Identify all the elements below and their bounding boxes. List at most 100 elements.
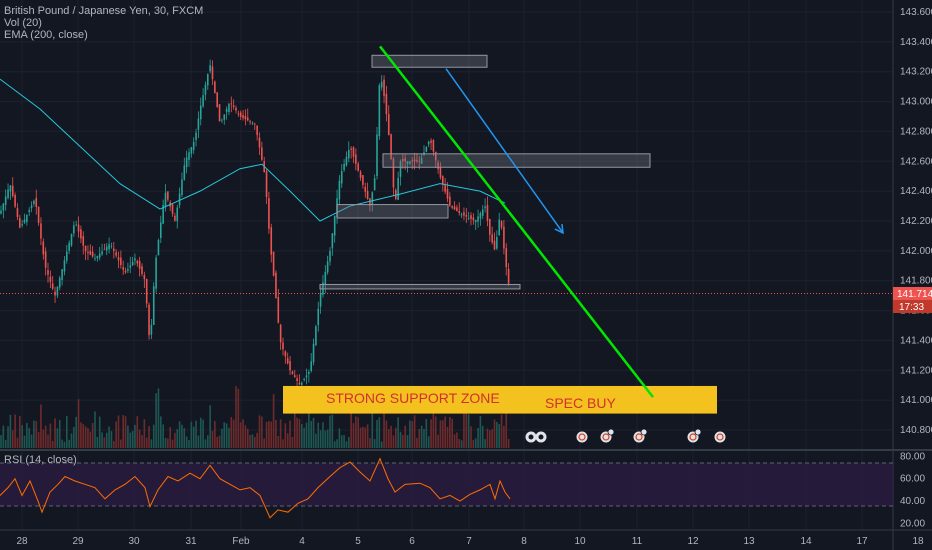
volume-bar — [21, 425, 23, 448]
volume-bar — [305, 422, 308, 448]
time-tick-label: 31 — [185, 536, 197, 547]
volume-bar — [505, 391, 508, 448]
candle-body — [84, 245, 87, 252]
candle-body — [188, 152, 190, 160]
candle-body — [286, 358, 289, 364]
volume-bar — [105, 432, 108, 448]
candle-body — [317, 308, 320, 326]
rsi-legend[interactable]: RSI (14, close) — [4, 454, 77, 466]
economic-event-icon[interactable] — [576, 431, 588, 443]
candle-body — [289, 361, 291, 371]
candle-body — [33, 200, 35, 205]
candle-body — [80, 229, 82, 239]
volume-bar — [430, 419, 432, 448]
volume-bar — [73, 426, 75, 448]
volume-bar — [406, 435, 409, 448]
volume-bar — [397, 417, 399, 448]
candle-body — [270, 227, 273, 255]
price-tick-label: 143.000 — [900, 97, 932, 108]
volume-bar — [162, 424, 164, 448]
symbol-legend[interactable]: British Pound / Japanese Yen, 30, FXCM — [4, 5, 203, 17]
event-markers[interactable] — [525, 428, 726, 443]
volume-bar — [89, 431, 92, 448]
volume-bar — [204, 439, 207, 448]
ema-curve — [0, 78, 506, 222]
candle-body — [333, 215, 336, 236]
volume-bar — [371, 398, 374, 448]
candle-body — [364, 186, 367, 192]
candle-body — [277, 297, 280, 323]
price-axis[interactable]: 143.600 143.400 143.200 143.000 142.800 142.6… — [900, 7, 932, 436]
candle-body — [251, 122, 254, 124]
volume-bar — [188, 440, 190, 448]
volume-legend[interactable]: Vol (20) — [4, 17, 42, 29]
volume-bar — [263, 438, 265, 448]
candle-body — [113, 248, 115, 251]
support-zone-label: STRONG SUPPORT ZONE — [326, 390, 500, 406]
candle-body — [28, 210, 30, 213]
volume-bar — [66, 415, 68, 448]
volume-bar — [108, 426, 110, 448]
candle-body — [279, 324, 282, 343]
volume-bar — [197, 435, 200, 448]
candle-body — [275, 272, 277, 299]
volume-bar — [49, 423, 52, 448]
volume-bar — [395, 427, 397, 448]
volume-bar — [232, 419, 235, 448]
volume-bar — [350, 398, 352, 448]
volume-bar — [449, 416, 451, 448]
candle-body — [115, 252, 117, 256]
time-tick-label: 11 — [632, 536, 643, 547]
candle-body — [155, 257, 157, 289]
economic-event-icon[interactable] — [633, 428, 648, 443]
volume-bar — [150, 439, 153, 448]
volume-bar — [317, 422, 320, 448]
volume-bar — [70, 433, 73, 448]
candle-body — [2, 203, 5, 211]
ema-line — [0, 78, 506, 222]
volume-bar — [411, 421, 414, 448]
chart-drawings[interactable] — [0, 45, 893, 414]
candle-body — [63, 260, 66, 272]
arrow-head — [554, 223, 564, 235]
volume-bar — [33, 420, 35, 448]
candle-body — [204, 84, 207, 95]
ema-legend[interactable]: EMA (200, close) — [4, 29, 88, 41]
volume-bars — [0, 386, 510, 448]
volume-bar — [493, 419, 496, 448]
volume-bar — [418, 428, 421, 448]
candle-body — [303, 379, 305, 381]
volume-bar — [312, 417, 315, 448]
volume-bar — [235, 386, 237, 448]
candle-body — [373, 178, 376, 191]
economic-event-icon[interactable] — [714, 431, 726, 443]
candle-body — [434, 151, 437, 161]
volume-bar — [291, 436, 294, 448]
volume-bar — [183, 428, 186, 448]
volume-bar — [77, 399, 80, 448]
candle-body — [207, 74, 209, 86]
candle-body — [185, 157, 188, 168]
volume-bar — [470, 426, 472, 448]
volume-bar — [463, 406, 465, 448]
price-tick-label: 142.200 — [900, 216, 932, 227]
volume-bar — [223, 422, 226, 448]
volume-bar — [84, 426, 87, 448]
candle-body — [77, 224, 80, 232]
binoculars-icon[interactable] — [525, 431, 547, 443]
volume-bar — [392, 435, 395, 448]
candle-body — [249, 121, 251, 122]
volume-bar — [211, 430, 214, 448]
svg-text:17:33: 17:33 — [899, 302, 924, 313]
volume-bar — [174, 432, 176, 448]
economic-event-icon[interactable] — [687, 428, 702, 443]
volume-bar — [157, 388, 160, 448]
time-axis[interactable]: 28 29 30 31 Feb 4 5 6 7 8 10 11 12 13 14 17 18 — [16, 536, 924, 547]
economic-event-icon[interactable] — [600, 428, 615, 443]
volume-bar — [340, 435, 343, 448]
candle-body — [315, 326, 317, 346]
candle-body — [258, 137, 261, 148]
trend-line — [379, 45, 654, 398]
volume-bar — [129, 432, 132, 448]
